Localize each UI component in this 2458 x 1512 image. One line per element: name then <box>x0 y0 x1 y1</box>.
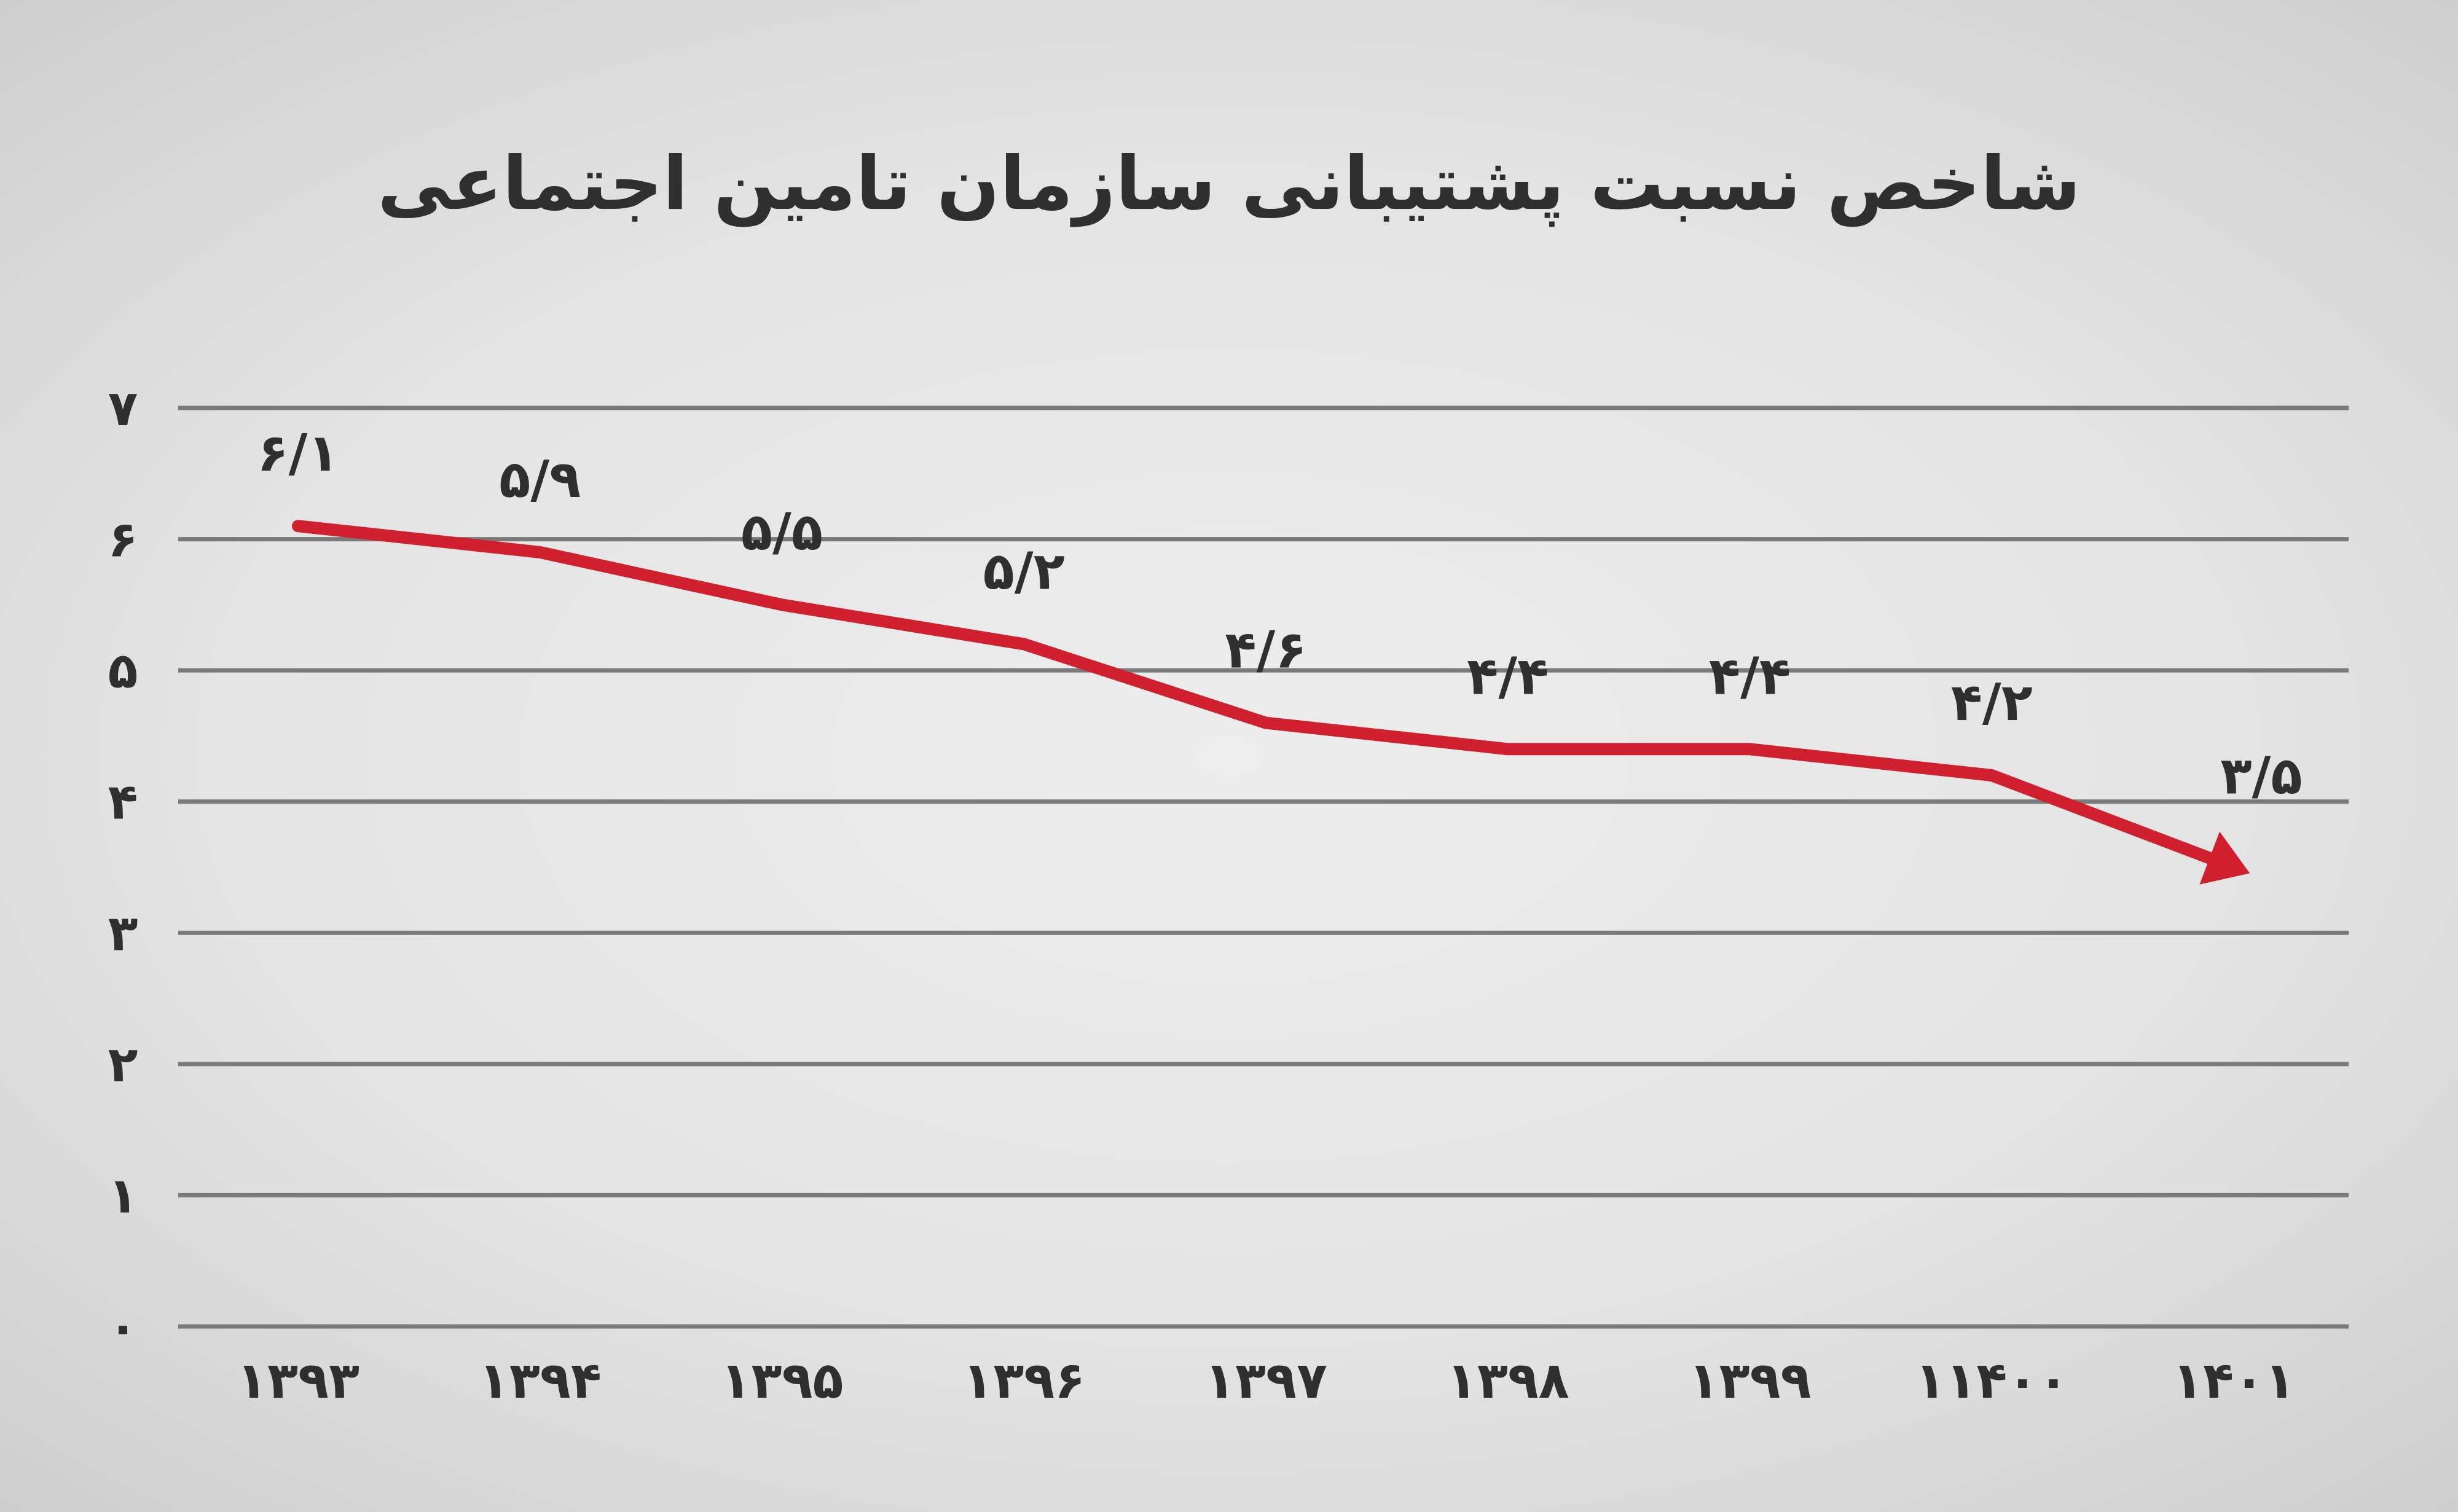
x-tick-label: ۱۳۹۴ <box>479 1352 602 1410</box>
chart-title: شاخص نسبت پشتیبانی سازمان تامین اجتماعی <box>377 141 2081 227</box>
y-tick-label: ۳ <box>108 904 138 962</box>
data-label: ۵/۵ <box>741 501 823 562</box>
y-tick-label: ۵ <box>108 642 138 699</box>
data-label: ۵/۲ <box>983 541 1065 601</box>
data-label: ۴/۲ <box>1951 672 2033 732</box>
x-tick-label: ۱۳۹۷ <box>1204 1352 1327 1410</box>
gridlines <box>178 405 2349 1329</box>
data-label: ۶/۱ <box>257 423 339 483</box>
y-tick-label: ۴ <box>108 774 138 831</box>
data-label: ۴/۴ <box>1467 646 1549 706</box>
y-axis-ticks: ۰ ۱ ۲ ۳ ۴ ۵ ۶ ۷ <box>108 380 138 1355</box>
data-label: ۵/۹ <box>499 449 581 509</box>
data-label: ۴/۶ <box>1225 620 1306 680</box>
y-tick-label: ۲ <box>108 1036 138 1093</box>
y-tick-label: ۱ <box>108 1167 138 1224</box>
x-tick-label: ۱۳۹۵ <box>720 1352 843 1410</box>
x-tick-label: ۱۳۹۳ <box>237 1352 359 1410</box>
x-tick-label: ۱۱۴۰۰ <box>1915 1352 2068 1410</box>
x-axis-ticks: ۱۳۹۳ ۱۳۹۴ ۱۳۹۵ ۱۳۹۶ ۱۳۹۷ ۱۳۹۸ ۱۳۹۹ ۱۱۴۰۰ ۱۴۰۱ <box>237 1352 2295 1410</box>
series-line <box>292 520 2216 864</box>
x-tick-label: ۱۳۹۹ <box>1688 1352 1811 1410</box>
y-tick-label: ۰ <box>108 1298 138 1355</box>
series-arrowhead <box>2199 831 2250 885</box>
data-label: ۴/۴ <box>1709 646 1791 706</box>
x-tick-label: ۱۳۹۶ <box>962 1352 1085 1410</box>
y-tick-label: ۶ <box>108 511 138 568</box>
y-tick-label: ۷ <box>108 380 138 437</box>
data-labels: ۶/۱ ۵/۹ ۵/۵ ۵/۲ ۴/۶ ۴/۴ ۴/۴ ۴/۲ ۳/۵ <box>257 423 2302 805</box>
data-label: ۳/۵ <box>2220 746 2302 806</box>
x-tick-label: ۱۴۰۱ <box>2172 1352 2295 1410</box>
x-tick-label: ۱۳۹۸ <box>1447 1352 1569 1410</box>
series-layer <box>292 520 2250 885</box>
